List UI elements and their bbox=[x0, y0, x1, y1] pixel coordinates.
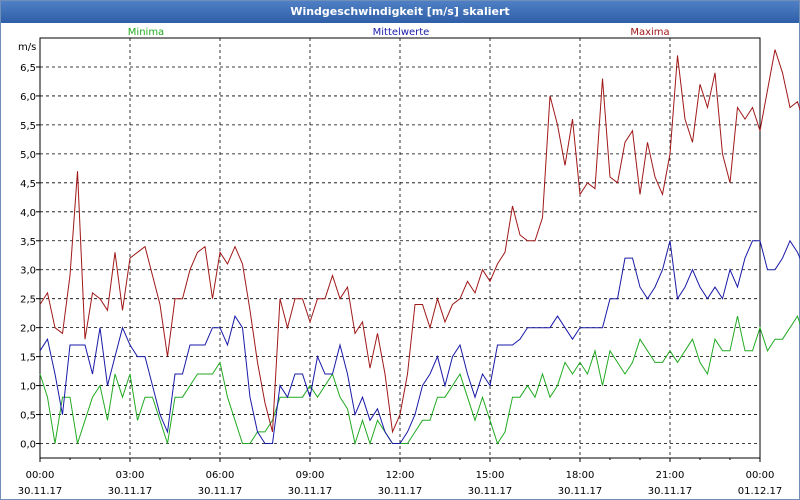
x-tick-date: 30.11.17 bbox=[198, 486, 243, 497]
y-tick-label: 5,5 bbox=[20, 121, 36, 132]
series-line-minima bbox=[39, 314, 800, 446]
x-tick-time: 18:00 bbox=[566, 470, 595, 481]
x-tick-date: 30.11.17 bbox=[468, 486, 513, 497]
x-tick-time: 06:00 bbox=[206, 470, 235, 481]
y-tick-label: 6,0 bbox=[20, 92, 36, 103]
y-tick-label: 2,5 bbox=[20, 295, 36, 306]
y-axis-label: m/s bbox=[18, 42, 36, 53]
y-tick-label: 1,5 bbox=[20, 353, 36, 364]
series-line-mittel bbox=[39, 239, 800, 444]
y-tick-label: 0,5 bbox=[20, 411, 36, 422]
legend-minima: Minima bbox=[128, 27, 164, 38]
y-tick-label: 6,5 bbox=[20, 63, 36, 74]
legend-mittel: Mittelwerte bbox=[373, 27, 430, 38]
x-tick-date: 30.11.17 bbox=[558, 486, 603, 497]
y-tick-label: 0,0 bbox=[20, 440, 36, 451]
x-tick-time: 00:00 bbox=[26, 470, 55, 481]
x-tick-time: 21:00 bbox=[656, 470, 685, 481]
x-tick-date: 30.11.17 bbox=[648, 486, 693, 497]
y-tick-label: 4,0 bbox=[20, 208, 36, 219]
legend-maxima: Maxima bbox=[630, 27, 669, 38]
y-tick-label: 3,0 bbox=[20, 266, 36, 277]
x-tick-time: 00:00 bbox=[746, 470, 775, 481]
x-tick-date: 30.11.17 bbox=[108, 486, 153, 497]
y-tick-label: 1,0 bbox=[20, 382, 36, 393]
x-tick-date: 30.11.17 bbox=[18, 486, 63, 497]
x-tick-date: 30.11.17 bbox=[288, 486, 333, 497]
x-tick-time: 03:00 bbox=[116, 470, 145, 481]
x-tick-date: 01.12.17 bbox=[738, 486, 783, 497]
y-tick-label: 2,0 bbox=[20, 324, 36, 335]
x-tick-date: 30.11.17 bbox=[378, 486, 423, 497]
x-tick-time: 09:00 bbox=[296, 470, 325, 481]
y-tick-label: 4,5 bbox=[20, 179, 36, 190]
window-title: Windgeschwindigkeit [m/s] skaliert bbox=[1, 1, 799, 23]
y-tick-label: 5,0 bbox=[20, 150, 36, 161]
y-tick-label: 3,5 bbox=[20, 237, 36, 248]
x-tick-time: 15:00 bbox=[476, 470, 505, 481]
x-tick-time: 12:00 bbox=[386, 470, 415, 481]
series-line-maxima bbox=[39, 49, 800, 434]
